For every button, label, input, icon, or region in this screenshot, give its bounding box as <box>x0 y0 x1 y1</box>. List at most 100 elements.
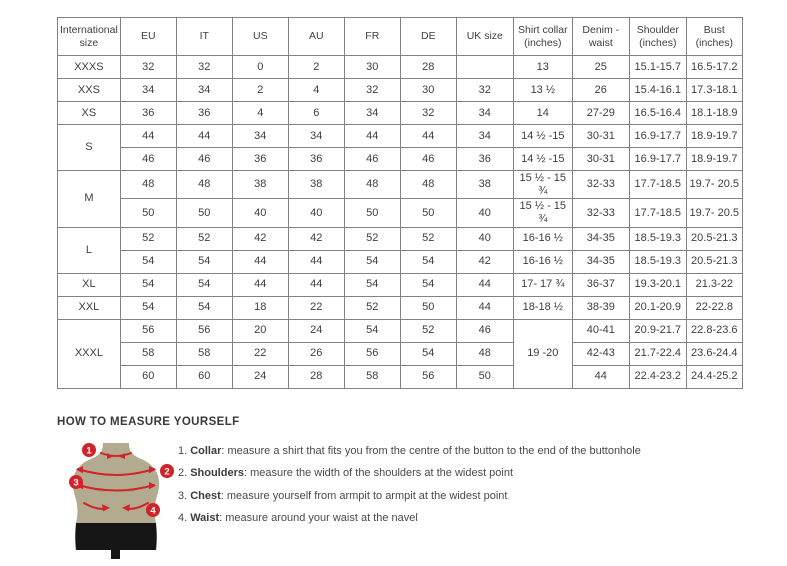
table-cell: 54 <box>399 272 457 297</box>
table-cell: 34 <box>343 101 401 125</box>
table-cell: 54 <box>399 341 457 366</box>
table-cell: 16.5-16.4 <box>628 101 687 125</box>
table-cell: 18.5-19.3 <box>628 226 687 251</box>
table-cell: 48 <box>455 341 514 366</box>
table-cell: 16-16 ½ <box>512 249 573 274</box>
table-cell: 54 <box>399 249 457 274</box>
table-cell: 50 <box>399 198 457 228</box>
mannequin-illustration: 1 2 3 4 <box>69 442 174 559</box>
table-cell: 34 <box>455 101 514 125</box>
table-cell: 16.9-17.7 <box>628 147 687 171</box>
table-cell: 50 <box>175 198 233 228</box>
table-cell: 18-18 ½ <box>512 295 573 320</box>
table-cell: 22.8-23.6 <box>685 318 743 343</box>
table-cell: 56 <box>343 341 401 366</box>
table-cell: 46 <box>343 147 401 171</box>
table-cell: 32-33 <box>571 169 630 200</box>
table-cell: 18.1-18.9 <box>685 101 743 125</box>
table-cell: 24.4-25.2 <box>685 364 743 389</box>
measure-badge-1: 1 <box>82 442 96 457</box>
size-label-cell: XXXS <box>57 55 121 79</box>
table-cell: 25 <box>571 55 630 79</box>
table-cell: 50 <box>343 198 401 228</box>
table-cell: 36 <box>175 101 233 125</box>
step-label: Collar <box>190 444 222 457</box>
measure-step-3: 3. Chest: measure yourself from armpit to… <box>178 490 641 502</box>
table-cell: 44 <box>287 249 345 274</box>
table-cell: 19.7- 20.5 <box>685 198 743 228</box>
table-cell: 48 <box>119 169 177 200</box>
step-label: Chest <box>190 489 221 502</box>
column-header: Denim - waist <box>571 17 630 56</box>
table-cell: 60 <box>175 364 233 389</box>
table-cell: 24 <box>231 364 289 389</box>
table-cell: 34 <box>287 124 345 148</box>
table-cell: 20 <box>231 318 289 343</box>
step-number: 4. <box>178 512 188 525</box>
table-cell: 54 <box>175 295 233 320</box>
table-row: 58 58 22 26 56 54 48 42-43 21.7-22.4 23.6-24.4 <box>58 341 743 366</box>
table-cell: 32 <box>455 78 514 102</box>
table-cell: 27-29 <box>571 101 630 125</box>
table-cell: 26 <box>287 341 345 366</box>
table-cell: 42 <box>287 226 345 251</box>
table-cell: 54 <box>175 272 233 297</box>
table-cell: 44 <box>287 272 345 297</box>
table-cell: 22 <box>231 341 289 366</box>
table-cell: 17.7-18.5 <box>628 198 687 228</box>
size-label-cell: XXS <box>57 78 121 102</box>
table-cell: 28 <box>399 55 457 79</box>
measure-badge-4: 4 <box>146 502 160 517</box>
table-cell: 30-31 <box>571 147 630 171</box>
table-cell: 30 <box>399 78 457 102</box>
measure-heading: HOW TO MEASURE YOURSELF <box>57 415 240 428</box>
table-row: 46 46 36 36 46 46 36 14 ½ -15 30-31 16.9-17.7 18.9… <box>58 147 743 171</box>
table-cell: 44 <box>119 124 177 148</box>
table-cell: 54 <box>175 249 233 274</box>
table-cell: 36 <box>231 147 289 171</box>
table-cell: 2 <box>231 78 289 102</box>
table-cell: 50 <box>399 295 457 320</box>
table-cell: 42 <box>231 226 289 251</box>
step-text: : measure around your waist at the navel <box>219 512 418 525</box>
collar-arrow-icon <box>100 451 132 459</box>
table-cell: 16.5-17.2 <box>685 55 743 79</box>
table-cell: 13 <box>512 55 573 79</box>
table-cell: 6 <box>287 101 345 125</box>
table-cell: 60 <box>119 364 177 389</box>
table-cell: 44 <box>343 124 401 148</box>
measure-step-1: 1. Collar: measure a shirt that fits you … <box>178 445 641 457</box>
table-cell: 52 <box>399 226 457 251</box>
table-row: M 48 48 38 38 48 48 38 15 ½ - 15 ¾ 32-33 17.7-18.5… <box>57 169 743 228</box>
table-cell: 14 <box>512 101 573 125</box>
table-cell: 58 <box>175 341 233 366</box>
table-cell: 54 <box>119 272 177 297</box>
measure-steps: 1. Collar: measure a shirt that fits you … <box>178 440 641 535</box>
size-label-cell: XXL <box>57 295 121 320</box>
table-cell: 54 <box>343 272 401 297</box>
svg-text:3: 3 <box>73 477 78 488</box>
torso-shape <box>72 442 160 523</box>
table-cell: 32 <box>119 55 177 79</box>
table-row: XXS 34 34 2 4 32 30 32 13 ½ 26 15.4-16.1 17.3-18.1 <box>57 78 743 102</box>
table-cell: 54 <box>343 249 401 274</box>
table-cell: 32 <box>175 55 233 79</box>
table-cell: 38 <box>455 169 514 200</box>
table-cell: 22-22.8 <box>685 295 743 320</box>
size-label-cell: L <box>57 226 121 274</box>
shoulders-arrow-icon <box>76 465 156 476</box>
table-cell: 44 <box>455 272 514 297</box>
table-cell: 56 <box>119 318 177 343</box>
table-cell: 36-37 <box>571 272 630 297</box>
table-cell: 50 <box>455 364 514 389</box>
table-cell: 52 <box>343 295 401 320</box>
table-row: XXL 54 54 18 22 52 50 44 18-18 ½ 38-39 20.1-20.9 22… <box>57 295 743 320</box>
table-cell: 18.5-19.3 <box>628 249 687 274</box>
column-header: Bust (inches) <box>685 17 743 56</box>
table-cell: 46 <box>455 318 514 343</box>
table-cell: 52 <box>119 226 177 251</box>
table-cell <box>455 55 514 79</box>
table-cell: 44 <box>571 364 630 389</box>
table-cell: 2 <box>287 55 345 79</box>
column-header: EU <box>119 17 177 56</box>
